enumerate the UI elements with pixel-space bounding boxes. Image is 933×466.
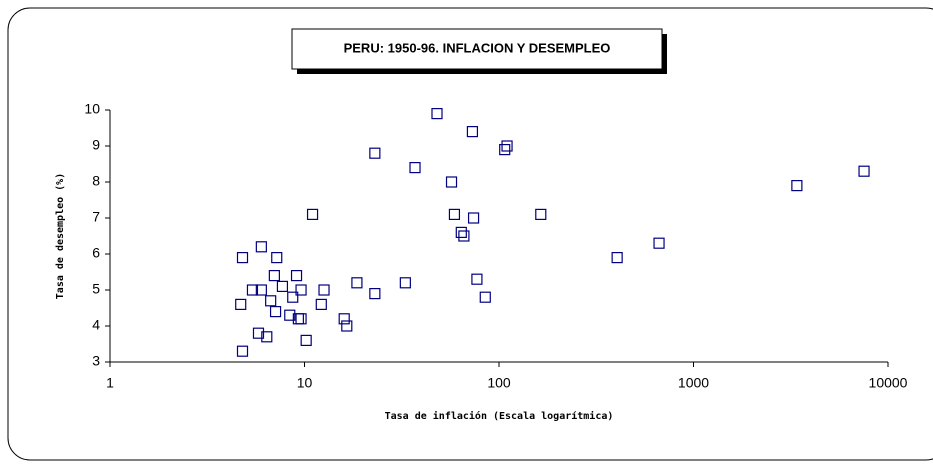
- point: [300, 334, 312, 346]
- point: [399, 277, 411, 289]
- point: [287, 291, 299, 303]
- point: [445, 176, 458, 188]
- point: [252, 327, 265, 339]
- point: [269, 306, 282, 318]
- point: [499, 144, 511, 156]
- title-box: [291, 28, 663, 70]
- point: [409, 162, 421, 174]
- point: [341, 320, 353, 332]
- point: [295, 284, 307, 296]
- chart-frame: [7, 7, 933, 461]
- point: [535, 208, 547, 220]
- x-tick-label: 10: [297, 375, 313, 391]
- x-tick-label: 10000: [869, 375, 908, 391]
- point: [306, 208, 319, 220]
- point: [268, 270, 280, 282]
- point: [246, 284, 259, 296]
- point: [338, 313, 350, 325]
- point: [276, 280, 289, 292]
- point: [479, 291, 491, 303]
- y-tick-label: 3: [92, 353, 100, 369]
- point: [369, 288, 381, 300]
- x-tick-label: 1: [106, 375, 114, 391]
- point: [255, 284, 267, 296]
- point: [611, 252, 623, 264]
- point: [467, 212, 480, 224]
- point: [315, 298, 327, 310]
- point: [318, 284, 330, 296]
- y-tick-label: 7: [92, 209, 100, 225]
- point: [858, 165, 870, 177]
- point: [471, 273, 483, 285]
- point: [295, 313, 307, 325]
- point: [235, 298, 247, 310]
- point: [261, 331, 273, 343]
- point: [265, 295, 277, 307]
- y-tick-label: 9: [92, 137, 100, 153]
- point: [458, 230, 470, 242]
- point: [501, 140, 513, 152]
- x-tick-label: 100: [487, 375, 511, 391]
- point: [455, 226, 467, 238]
- point: [466, 125, 479, 138]
- point: [284, 309, 296, 321]
- point: [236, 252, 249, 264]
- point: [369, 147, 381, 159]
- x-tick-label: 1000: [678, 375, 709, 391]
- y-tick-label: 5: [92, 281, 100, 297]
- point: [271, 252, 283, 264]
- point: [448, 208, 461, 220]
- point: [351, 277, 363, 289]
- y-tick-label: 10: [84, 101, 100, 117]
- point: [431, 107, 443, 120]
- y-tick-label: 4: [92, 317, 100, 333]
- chart-title: PERU: 1950-96. INFLACION Y DESEMPLEO: [344, 40, 611, 55]
- y-tick-label: 6: [92, 245, 100, 261]
- x-axis-label: Tasa de inflación (Escala logarítmica): [385, 410, 614, 422]
- point: [255, 241, 267, 253]
- point: [290, 270, 303, 282]
- point: [653, 237, 665, 249]
- y-tick-label: 8: [92, 173, 100, 189]
- y-axis-label: Tasa de desempleo (%): [55, 173, 66, 299]
- point: [236, 345, 249, 357]
- point: [791, 180, 803, 192]
